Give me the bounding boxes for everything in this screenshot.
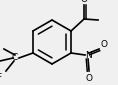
- Text: F: F: [0, 74, 2, 83]
- Text: O: O: [81, 0, 88, 5]
- Text: C: C: [12, 53, 18, 62]
- Text: O: O: [86, 74, 93, 83]
- Text: N: N: [85, 50, 91, 59]
- Text: O: O: [101, 40, 107, 49]
